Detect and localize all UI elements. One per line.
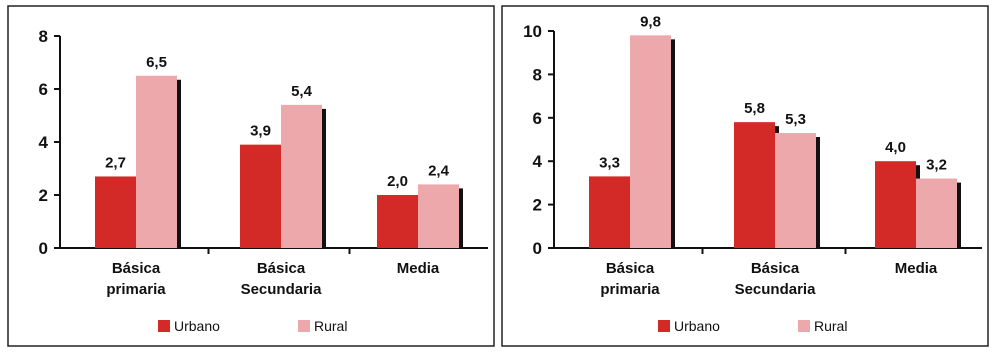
category-label: Media <box>397 260 440 277</box>
legend-label-rural: Rural <box>314 318 347 334</box>
bar-shadow <box>957 182 961 248</box>
bar-rural <box>630 35 671 249</box>
chart-panel-2: 0 2 4 6 8 10 3,3 9,8 Básica primaria 5,8 5,3 Básica S… <box>501 5 989 347</box>
legend-label-rural: Rural <box>814 318 847 334</box>
data-label: 3,9 <box>250 123 271 140</box>
y-tick-label: 4 <box>39 133 49 152</box>
data-label: 5,3 <box>785 111 806 128</box>
data-label: 2,0 <box>387 173 408 190</box>
legend-label-urbano: Urbano <box>674 318 720 334</box>
category-label: Media <box>895 260 938 277</box>
y-tick-label: 10 <box>523 22 542 41</box>
category-label: primaria <box>106 281 166 298</box>
bar-rural <box>281 104 322 249</box>
bar-urbano <box>589 176 630 248</box>
bar-rural <box>136 75 177 248</box>
category-label: Básica <box>112 260 161 277</box>
y-tick-label: 0 <box>39 239 48 258</box>
bar-urbano <box>377 195 418 248</box>
category-label: Básica <box>751 260 800 277</box>
data-label: 2,4 <box>428 162 450 179</box>
legend-label-urbano: Urbano <box>174 318 220 334</box>
bar-urbano <box>734 122 775 248</box>
bar-shadow <box>459 188 463 248</box>
bar-rural <box>775 132 816 248</box>
data-label: 3,2 <box>926 157 947 174</box>
chart-panel-1: 0 2 4 6 8 2,7 6,5 Básica primaria 3,9 5,4 Básica Sec… <box>7 5 495 347</box>
bar-rural <box>916 178 957 248</box>
bar-shadow <box>322 108 326 249</box>
category-label: Secundaria <box>735 281 817 298</box>
bar-shadow <box>177 79 181 248</box>
category-label: Básica <box>257 260 306 277</box>
y-tick-label: 0 <box>533 239 542 258</box>
bar-shadow <box>671 39 675 249</box>
y-tick-label: 2 <box>533 196 542 215</box>
bar-urbano <box>875 161 916 248</box>
y-tick-label: 8 <box>39 27 48 46</box>
y-tick-label: 4 <box>533 152 543 171</box>
category-label: Básica <box>606 260 655 277</box>
bar-urbano <box>95 176 136 248</box>
data-label: 2,7 <box>105 154 126 171</box>
legend-swatch-rural <box>298 320 310 332</box>
data-label: 9,8 <box>640 13 661 30</box>
data-label: 3,3 <box>599 154 620 171</box>
legend-swatch-urbano <box>658 320 670 332</box>
y-tick-label: 8 <box>533 65 542 84</box>
data-label: 6,5 <box>146 54 167 71</box>
y-tick-label: 6 <box>533 109 542 128</box>
legend-swatch-rural <box>798 320 810 332</box>
category-label: Secundaria <box>241 281 323 298</box>
bar-shadow <box>816 136 820 248</box>
legend-swatch-urbano <box>158 320 170 332</box>
bar-rural <box>418 184 459 248</box>
legend: Urbano Rural <box>158 318 347 334</box>
legend: Urbano Rural <box>658 318 847 334</box>
category-label: primaria <box>600 281 660 298</box>
bar-urbano <box>240 144 281 248</box>
data-label: 5,8 <box>744 100 765 117</box>
y-tick-label: 2 <box>39 186 48 205</box>
y-tick-label: 6 <box>39 80 48 99</box>
data-label: 4,0 <box>885 139 906 156</box>
data-label: 5,4 <box>291 83 313 100</box>
